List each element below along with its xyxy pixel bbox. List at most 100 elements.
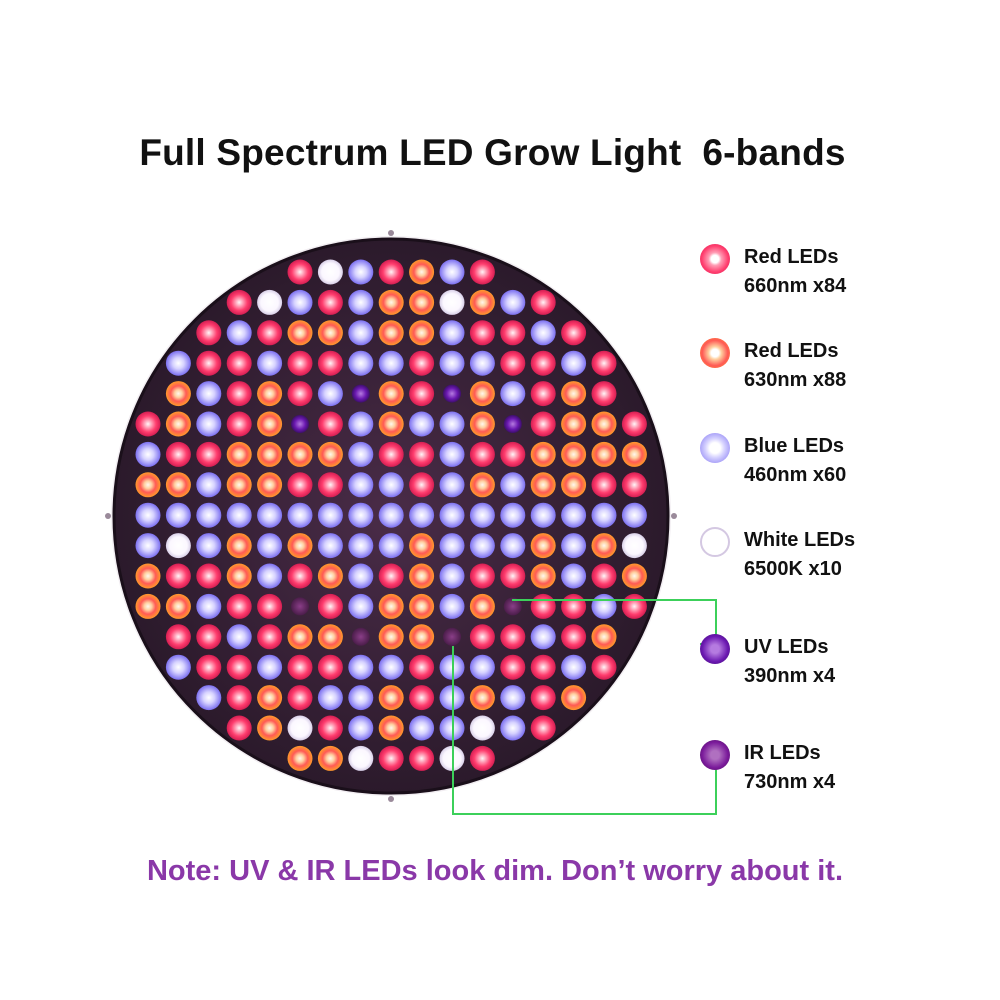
led-r660: [226, 593, 252, 619]
led-white: [621, 533, 647, 559]
led-white: [348, 745, 374, 771]
led-blue: [226, 624, 252, 650]
led-r630: [378, 624, 404, 650]
led-blue: [439, 472, 465, 498]
led-blue: [348, 502, 374, 528]
led-blue: [348, 593, 374, 619]
led-blue: [196, 502, 222, 528]
legend-spec: 630nm x88: [744, 369, 847, 391]
led-blue: [530, 502, 556, 528]
led-blue: [439, 593, 465, 619]
led-r660: [500, 654, 526, 680]
led-r660: [500, 441, 526, 467]
led-blue: [196, 472, 222, 498]
led-r630: [226, 533, 252, 559]
led-r630: [409, 563, 435, 589]
led-blue: [348, 411, 374, 437]
led-r660: [530, 593, 556, 619]
led-blue: [378, 502, 404, 528]
led-r630: [287, 533, 313, 559]
led-blue: [135, 533, 161, 559]
led-r630: [591, 441, 617, 467]
led-r660: [561, 593, 587, 619]
led-blue: [469, 350, 495, 376]
led-r660: [469, 441, 495, 467]
led-r660: [530, 411, 556, 437]
led-blue: [561, 533, 587, 559]
led-blue: [591, 593, 617, 619]
led-blue: [530, 320, 556, 346]
led-blue: [257, 533, 283, 559]
led-blue: [196, 593, 222, 619]
led-r630: [469, 381, 495, 407]
led-r660: [530, 289, 556, 315]
led-r660: [530, 350, 556, 376]
led-blue: [317, 381, 343, 407]
led-r630: [317, 320, 343, 346]
led-r630: [257, 715, 283, 741]
led-r630: [561, 472, 587, 498]
led-blue: [135, 441, 161, 467]
led-r660: [378, 259, 404, 285]
led-r660: [469, 745, 495, 771]
led-r660: [287, 563, 313, 589]
led-blue: [591, 502, 617, 528]
led-r630: [530, 441, 556, 467]
led-r660: [317, 411, 343, 437]
led-r660: [500, 350, 526, 376]
led-blue: [287, 289, 313, 315]
mount-hole: [388, 230, 394, 236]
mount-hole: [671, 513, 677, 519]
led-r630: [561, 381, 587, 407]
led-r660: [469, 624, 495, 650]
led-blue: [348, 289, 374, 315]
led-blue: [348, 533, 374, 559]
mount-hole: [105, 513, 111, 519]
led-blue: [530, 624, 556, 650]
led-r660: [530, 685, 556, 711]
legend-spec: 730nm x4: [744, 771, 836, 793]
led-blue: [561, 563, 587, 589]
led-blue: [439, 259, 465, 285]
led-r630: [165, 593, 191, 619]
led-blue: [348, 685, 374, 711]
led-r660: [500, 563, 526, 589]
led-blue: [317, 502, 343, 528]
led-white: [439, 289, 465, 315]
led-blue: [135, 502, 161, 528]
led-r660: [409, 350, 435, 376]
led-r660: [621, 472, 647, 498]
led-r660: [409, 472, 435, 498]
legend-name: IR LEDs: [744, 742, 821, 764]
led-blue: [378, 654, 404, 680]
led-r660: [469, 320, 495, 346]
led-r630: [378, 411, 404, 437]
led-r630: [469, 289, 495, 315]
led-r660: [287, 381, 313, 407]
led-r630: [135, 563, 161, 589]
led-r630: [409, 289, 435, 315]
led-blue: [257, 563, 283, 589]
led-blue: [561, 502, 587, 528]
led-blue: [500, 685, 526, 711]
led-r660: [226, 654, 252, 680]
led-r630: [165, 472, 191, 498]
led-r660: [378, 441, 404, 467]
led-white: [317, 259, 343, 285]
led-r630: [257, 472, 283, 498]
led-blue: [469, 654, 495, 680]
ir-led-icon: [700, 740, 730, 770]
page-title: Full Spectrum LED Grow Light 6-bands: [139, 132, 846, 173]
led-blue: [500, 502, 526, 528]
led-r660: [469, 563, 495, 589]
led-r630: [409, 259, 435, 285]
led-r660: [591, 350, 617, 376]
led-blue: [409, 411, 435, 437]
led-r630: [287, 745, 313, 771]
led-r630: [257, 685, 283, 711]
led-blue: [409, 715, 435, 741]
led-blue: [378, 472, 404, 498]
white-led-icon: [700, 527, 730, 557]
led-blue: [500, 289, 526, 315]
led-blue: [439, 411, 465, 437]
